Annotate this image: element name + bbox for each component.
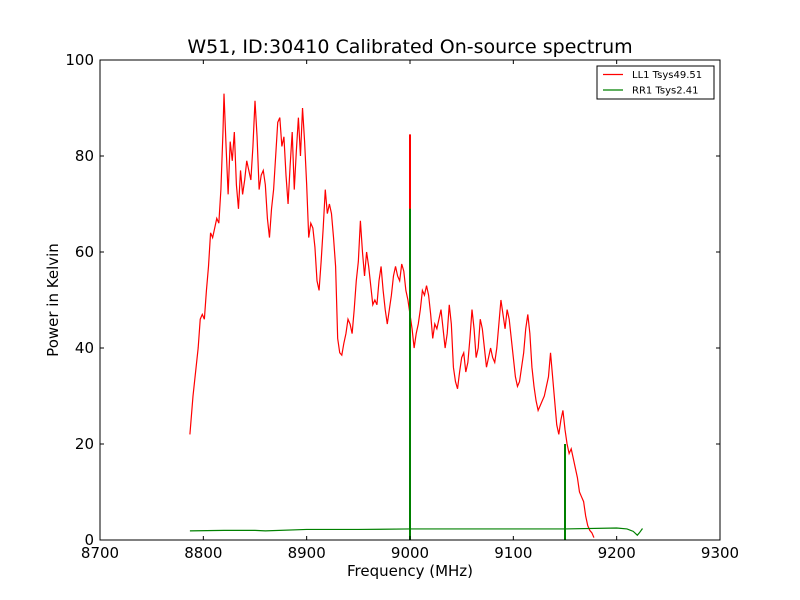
x-tick-label: 9200 [598,544,636,562]
y-tick-label: 20 [75,435,94,453]
legend-label-ll1: LL1 Tsys49.51 [632,70,702,81]
plot-area [189,93,643,540]
x-tick-label: 8800 [184,544,222,562]
x-axis: 8700 8800 8900 9000 9100 9200 9300 [81,60,739,562]
legend-box [596,65,715,100]
y-tick-label: 0 [84,531,94,549]
legend-label-rr1: RR1 Tsys2.41 [632,86,699,97]
x-tick-label: 9300 [701,544,739,562]
chart-title: W51, ID:30410 Calibrated On-source spect… [187,36,632,58]
y-axis: 0 20 40 60 80 100 [65,51,720,549]
x-tick-label: 9000 [391,544,429,562]
y-tick-label: 60 [75,243,94,261]
y-tick-label: 40 [75,339,94,357]
series-line-ll1 [189,93,595,538]
y-tick-label: 80 [75,147,94,165]
y-axis-label: Power in Kelvin [44,243,62,357]
x-tick-label: 8900 [288,544,326,562]
series-line-rr1 [189,527,643,537]
x-tick-label: 9100 [494,544,532,562]
x-axis-label: Frequency (MHz) [347,562,473,580]
x-tick-label: 8700 [81,544,119,562]
legend: LL1 Tsys49.51 RR1 Tsys2.41 [596,65,715,100]
y-tick-label: 100 [65,51,94,69]
